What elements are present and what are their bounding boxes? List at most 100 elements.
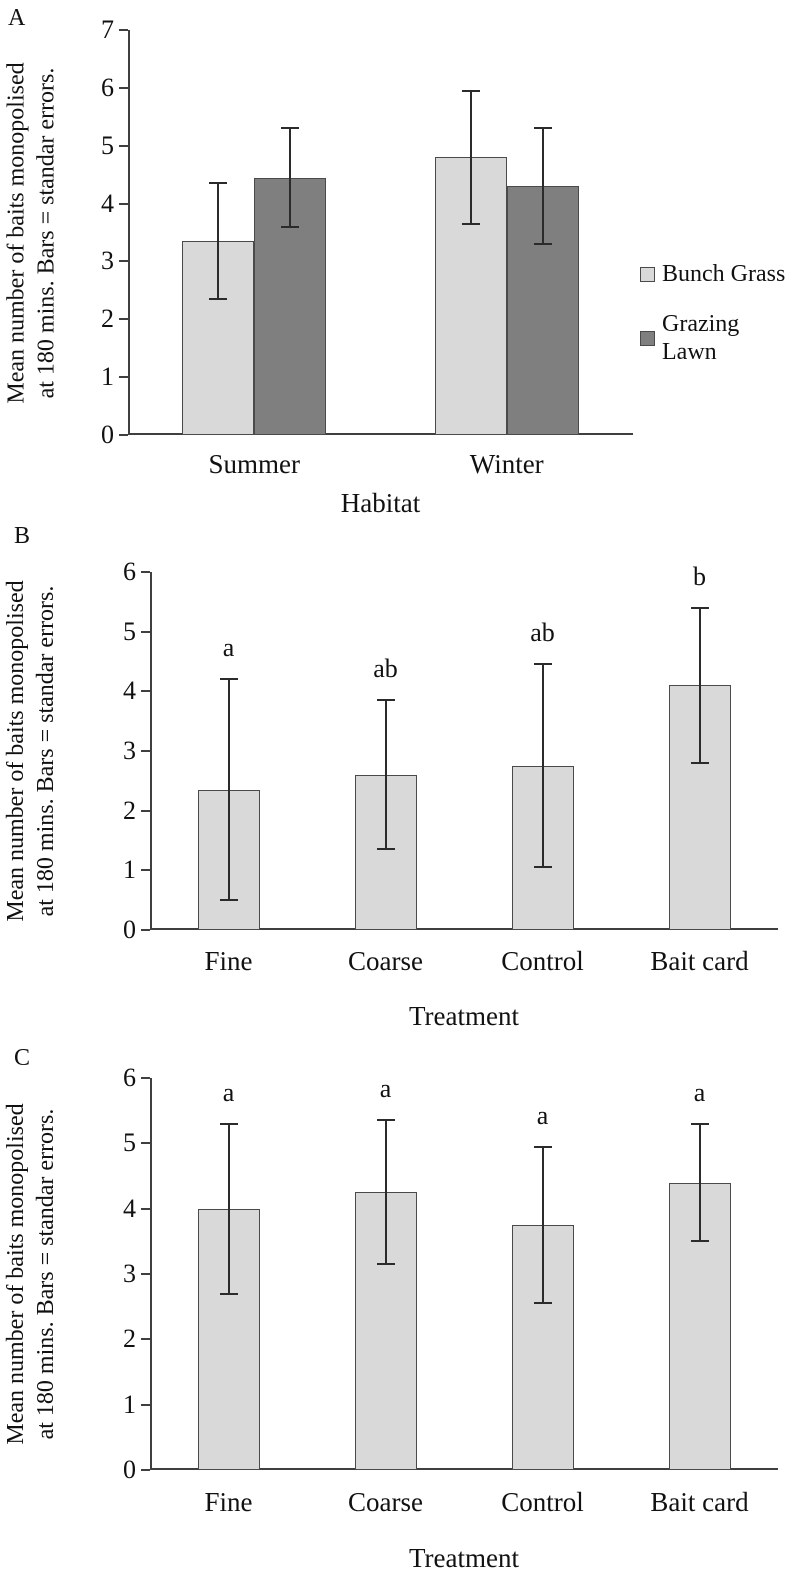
y-tick-mark [119,318,128,321]
error-bar-cap-bottom [209,298,228,301]
y-tick-mark [141,1207,150,1210]
error-bar-cap-bottom [690,1240,709,1243]
y-axis-title: Mean number of baits monopolised at 180 m… [1,542,63,960]
y-tick-mark [141,1142,150,1145]
sig-letter-a: a [536,1100,549,1130]
error-bar-line [698,1123,701,1242]
x-tick-label: Summer [208,449,301,479]
sig-letter-a: a [379,1074,392,1104]
y-tick-label: 6 [123,557,136,586]
error-bar-line [698,607,701,763]
error-bar-line [289,128,292,227]
y-tick-mark [119,29,128,31]
sig-letter-a: a [222,633,235,663]
error-bar-cap-top [209,182,228,185]
error-bar-cap-top [376,1119,395,1122]
error-bar-line [541,664,544,868]
x-tick-label: Winter [469,449,544,479]
y-tick-label: 4 [101,188,114,218]
error-bar-cap-bottom [376,1263,395,1266]
y-tick-mark [141,929,150,931]
error-bar-cap-bottom [281,225,300,228]
y-tick-mark [119,202,128,205]
error-bar-cap-bottom [219,1292,238,1295]
y-tick-label: 6 [101,72,114,102]
y-tick-label: 7 [101,15,114,44]
chart-panel-B: B Mean number of baits monopolised at 180 … [0,520,794,1040]
error-bar-line [469,90,472,224]
chart-panel-C: C Mean number of baits monopolised at 180 … [0,1040,794,1574]
sig-letter-a: a [222,1077,235,1107]
y-tick-label: 5 [123,1128,136,1158]
error-bar-cap-bottom [533,866,552,869]
y-tick-label: 3 [101,246,114,276]
y-tick-mark [119,376,128,379]
y-axis-title: Mean number of baits monopolised at 180 m… [1,1048,63,1500]
x-tick-label: Coarse [348,946,423,976]
legend-entry: Grazing Lawn [640,310,794,366]
y-tick-mark [141,1469,150,1471]
y-tick-label: 5 [101,130,114,160]
error-bar-cap-top [281,127,300,130]
x-tick-label: Control [501,946,584,976]
error-bar-cap-top [219,1122,238,1125]
y-tick-mark [141,750,150,752]
y-tick-mark [141,1403,150,1406]
y-tick-label: 1 [123,1389,136,1419]
panel-label-A: A [8,5,26,31]
y-axis-title: Mean number of baits monopolised at 180 m… [1,0,63,465]
legend-label: Bunch Grass [662,261,786,287]
error-bar-line [541,128,544,245]
sig-letter-b: b [693,561,706,591]
error-bar-cap-bottom [219,899,238,902]
error-bar-line [227,679,230,901]
plot-area [150,1078,778,1470]
y-tick-label: 5 [123,616,136,646]
plot-area [150,572,778,930]
error-bar-line [384,700,387,850]
error-bar-cap-bottom [533,1302,552,1305]
y-tick-label: 0 [101,420,114,449]
y-tick-label: 1 [123,855,136,885]
y-tick-mark [141,1273,150,1275]
legend-entry: Bunch Grass [640,260,785,288]
sig-letter-ab: ab [530,618,555,648]
error-bar-cap-top [533,127,552,130]
error-bar-line [227,1123,230,1294]
y-tick-label: 3 [123,1259,136,1288]
y-axis-title-line: at 180 mins. Bars = standar errors. [33,1108,59,1440]
y-tick-label: 4 [123,676,136,706]
chart-panel-A: A Mean number of baits monopolised at 180 … [0,0,794,520]
legend-swatch [640,330,655,346]
error-bar-cap-top [533,663,552,666]
y-tick-mark [119,144,128,147]
error-bar-cap-top [219,678,238,681]
y-tick-mark [119,434,128,436]
y-tick-label: 3 [123,736,136,765]
error-bar-cap-top [690,606,709,609]
y-tick-label: 6 [123,1063,136,1092]
y-tick-label: 2 [123,1324,136,1354]
error-bar-cap-bottom [376,848,395,851]
y-axis-title-line: Mean number of baits monopolised [3,1103,29,1445]
error-bar-cap-bottom [533,243,552,246]
legend-swatch [640,266,655,282]
x-tick-label: Bait card [650,946,749,976]
y-axis-title-line: at 180 mins. Bars = standar errors. [33,67,59,398]
y-tick-mark [141,690,150,693]
x-tick-label: Coarse [348,1487,423,1517]
error-bar-cap-top [690,1122,709,1125]
y-axis-title-line: at 180 mins. Bars = standar errors. [33,585,59,917]
y-tick-label: 2 [101,304,114,334]
error-bar-line [541,1146,544,1304]
y-tick-mark [141,1077,150,1079]
y-tick-label: 4 [123,1193,136,1223]
y-tick-mark [141,869,150,872]
error-bar-cap-top [533,1145,552,1148]
y-tick-label: 0 [123,915,136,944]
y-tick-mark [141,630,150,633]
x-tick-label: Control [501,1487,584,1517]
error-bar-cap-top [376,699,395,702]
error-bar-cap-top [461,89,480,92]
